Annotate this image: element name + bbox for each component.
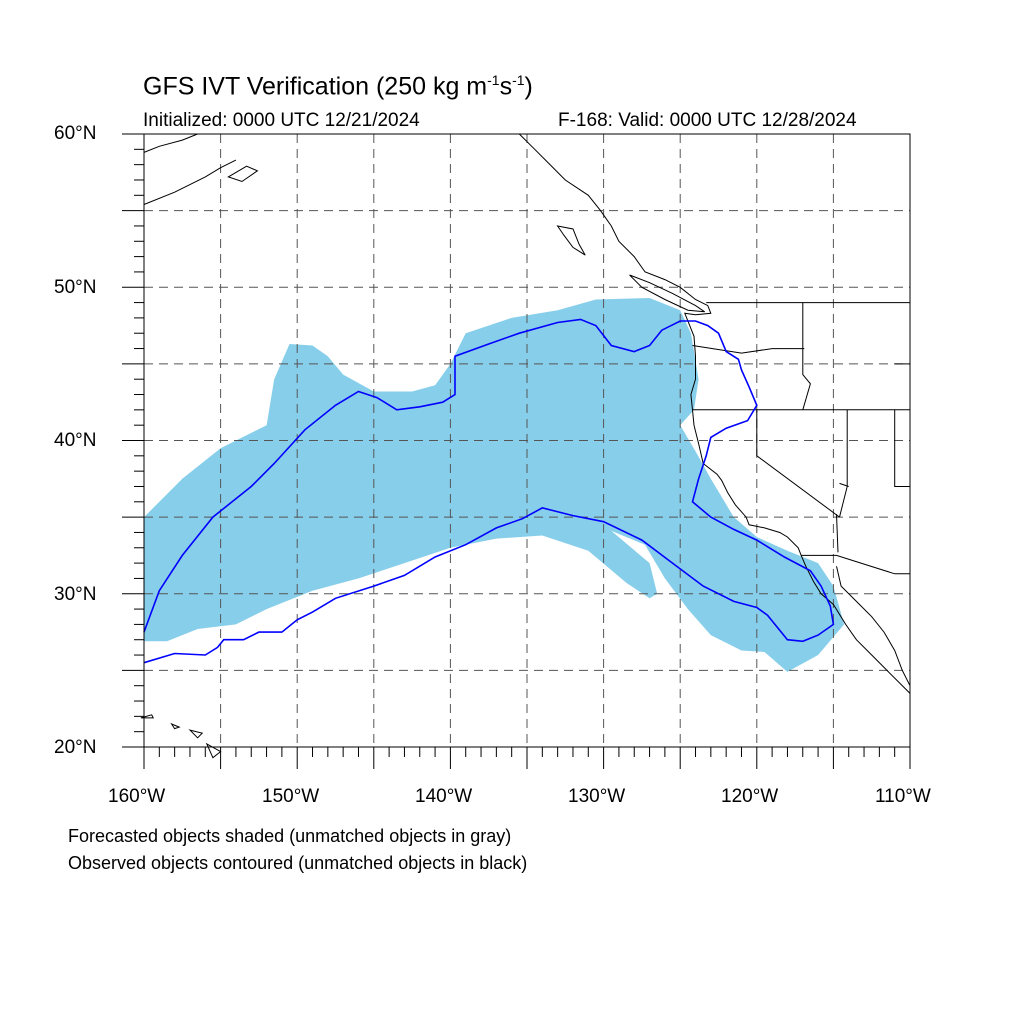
- initialized-label: Initialized: 0000 UTC 12/21/2024: [143, 110, 420, 131]
- lat-label-20n: 20°N: [54, 737, 97, 758]
- state-border: [839, 409, 848, 518]
- state-border: [801, 554, 910, 575]
- lon-label-150w: 150°W: [262, 786, 320, 807]
- west-coastline: [518, 133, 911, 694]
- lon-label-130w: 130°W: [568, 786, 626, 807]
- kodiak-island: [227, 165, 259, 183]
- forecast-object-fill: [144, 298, 845, 672]
- alaska-peninsula-coast: [143, 159, 237, 205]
- state-border: [894, 409, 910, 487]
- lat-label-40n: 40°N: [54, 430, 97, 451]
- observed-object-contour: [143, 318, 835, 664]
- alaska-coastline: [143, 133, 198, 153]
- hawaii-island: [205, 742, 222, 759]
- valid-label: F-168: Valid: 0000 UTC 12/28/2024: [558, 110, 857, 131]
- lon-label-120w: 120°W: [721, 786, 779, 807]
- state-border: [836, 514, 839, 553]
- lat-label-30n: 30°N: [54, 584, 97, 605]
- lon-label-110w: 110°W: [875, 786, 931, 807]
- lon-label-140w: 140°W: [415, 786, 473, 807]
- state-border: [756, 409, 840, 518]
- lon-label-160w: 160°W: [108, 786, 166, 807]
- state-border: [802, 302, 811, 410]
- note-forecast: Forecasted objects shaded (unmatched obj…: [68, 826, 512, 846]
- state-border: [839, 482, 849, 487]
- hawaii-island: [170, 722, 181, 730]
- vancouver-island: [629, 274, 705, 313]
- state-border: [692, 345, 805, 354]
- coastlines: [140, 133, 911, 759]
- gulf-of-california-coast: [836, 566, 911, 686]
- lat-label-50n: 50°N: [54, 277, 97, 298]
- map-title: GFS IVT Verification (250 kg m-1s-1): [143, 72, 533, 101]
- hawaii-island: [140, 714, 154, 719]
- haida-gwaii-island: [556, 225, 586, 256]
- lat-label-60n: 60°N: [54, 123, 97, 144]
- hawaii-island: [188, 729, 204, 739]
- axis-ticks: [122, 133, 911, 769]
- note-observed: Observed objects contoured (unmatched ob…: [68, 853, 528, 873]
- map-frame: [143, 133, 911, 748]
